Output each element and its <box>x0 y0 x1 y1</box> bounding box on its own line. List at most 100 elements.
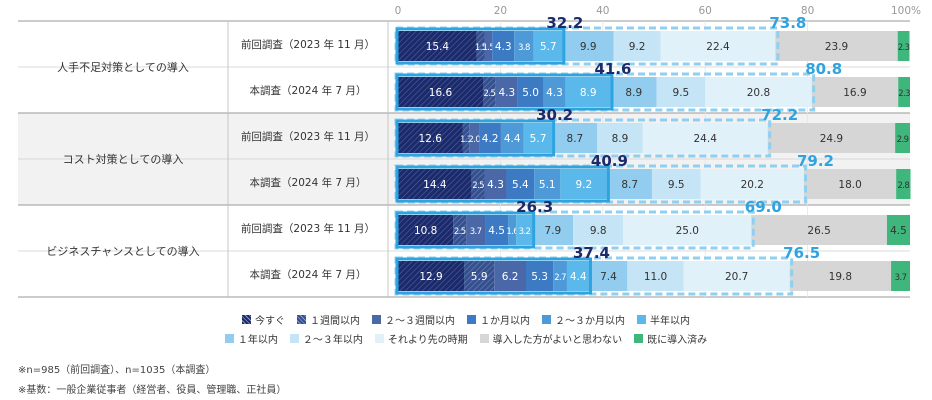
data-label: 6.2 <box>502 271 519 283</box>
bar-segment <box>464 261 495 291</box>
callouts: 32.2 73.8 41.6 80.8 30.2 72.2 40.9 79.2 26.3 69.0… <box>394 14 842 296</box>
bar-segment <box>508 215 517 245</box>
data-label: 8.7 <box>621 179 638 191</box>
group-label: コスト対策としての導入 <box>63 152 184 166</box>
data-label: 25.0 <box>676 225 699 237</box>
legend-swatch <box>374 334 384 343</box>
data-label: 5.0 <box>522 87 539 99</box>
cumulative-label-half-year: 37.4 <box>573 244 610 262</box>
legend-row-1: 今すぐ １週間以内 ２～３週間以内 １か月以内 ２～３か月以内 半年以内 <box>0 312 932 327</box>
bar-segment <box>552 123 598 153</box>
bar-segment <box>789 261 892 291</box>
row-label: 前回調査（2023 年 11 月） <box>241 222 375 235</box>
x-tick-label: 100% <box>891 5 921 17</box>
legend-label: １週間以内 <box>310 316 360 327</box>
data-label: 8.7 <box>567 133 584 145</box>
legend-label: １か月以内 <box>480 316 530 327</box>
bar-segment <box>471 169 485 199</box>
bar-segment <box>398 215 454 245</box>
bar-segment <box>482 77 496 107</box>
legend-swatch <box>297 315 306 324</box>
legend-swatch <box>242 315 251 324</box>
row-label: 前回調査（2023 年 11 月） <box>241 130 375 143</box>
legend-swatch <box>542 315 551 324</box>
bar-segment <box>398 169 472 199</box>
bar-segment <box>607 169 652 199</box>
data-label: 9.8 <box>590 225 607 237</box>
bar-segment <box>506 169 535 199</box>
bar-segment <box>804 169 897 199</box>
legend-swatch <box>479 334 489 343</box>
legend-item: それより先の時期 <box>374 331 468 346</box>
bar-segment <box>613 31 661 61</box>
bar-segment <box>627 261 684 291</box>
data-label: 4.3 <box>487 179 504 191</box>
bar-segment <box>898 77 910 107</box>
data-label: 8.9 <box>625 87 642 99</box>
bar-segment <box>462 123 470 153</box>
bar-segment <box>811 77 899 107</box>
data-label: 9.5 <box>673 87 690 99</box>
x-tick-label: 80 <box>801 5 814 17</box>
bar-segment <box>523 123 553 153</box>
data-label: 4.3 <box>495 41 512 53</box>
data-label: 5.3 <box>531 271 548 283</box>
data-label: 9.5 <box>668 179 685 191</box>
bar-segment <box>492 31 515 61</box>
legend-swatch <box>372 315 381 324</box>
row-label: 前回調査（2023 年 11 月） <box>241 38 375 51</box>
cumulative-label-all: 73.8 <box>769 14 806 32</box>
cumulative-label-all: 69.0 <box>745 198 782 216</box>
bar-segment <box>485 215 509 245</box>
x-tick-label: 0 <box>395 5 402 17</box>
bar-segment <box>705 77 812 107</box>
bar-segment <box>517 77 544 107</box>
bar-segment <box>500 123 524 153</box>
bar-segment <box>398 123 463 153</box>
bar-segment <box>683 261 790 291</box>
legend-label: 既に導入済み <box>647 335 708 346</box>
outline-cumulative-half-year <box>395 257 592 295</box>
data-label: 5.9 <box>471 271 488 283</box>
bar-segment <box>479 123 501 153</box>
data-label: 4.2 <box>482 133 499 145</box>
legend-item: ２～３年以内 <box>289 331 363 346</box>
row-label: 本調査（2024 年 7 月） <box>250 176 367 189</box>
bar-segment <box>573 215 624 245</box>
legend-label: それより先の時期 <box>387 335 468 346</box>
data-label: 3.7 <box>470 227 482 237</box>
data-label: 5.7 <box>530 133 547 145</box>
bar-segment <box>775 31 898 61</box>
legend-item: １年以内 <box>224 331 278 346</box>
cumulative-label-all: 79.2 <box>797 152 834 170</box>
data-label: 4.4 <box>570 271 587 283</box>
legend-swatch <box>224 334 234 343</box>
legend-label: 導入した方がよいと思わない <box>492 335 623 346</box>
outline-cumulative-all <box>394 256 794 296</box>
data-label: 4.4 <box>504 133 521 145</box>
data-label: 4.5 <box>890 225 907 237</box>
bar-segment <box>566 261 590 291</box>
cumulative-label-all: 72.2 <box>761 106 798 124</box>
data-label: 18.0 <box>838 179 861 191</box>
legend-item: 今すぐ <box>242 312 285 327</box>
data-label: 2.0 <box>468 135 480 145</box>
data-label: 19.8 <box>829 271 852 283</box>
data-label: 3.8 <box>518 43 530 53</box>
data-label: 2.8 <box>897 181 909 191</box>
legend-label: 半年以内 <box>650 316 690 327</box>
note-base: ※基数：一般企業従事者（経営者、役員、管理職、正社員） <box>18 385 287 396</box>
data-label: 14.4 <box>423 179 447 191</box>
bar-segment <box>484 169 507 199</box>
cumulative-label-half-year: 30.2 <box>536 106 573 124</box>
note-sample-size: ※n=985（前回調査）、n=1035（本調査） <box>18 365 216 376</box>
data-label: 1.5 <box>483 43 495 53</box>
data-label: 5.1 <box>539 179 556 191</box>
cumulative-label-half-year: 40.9 <box>591 152 628 170</box>
bar-segment <box>896 169 911 199</box>
bar-segment <box>656 77 706 107</box>
data-label: 12.6 <box>419 133 443 145</box>
bar-segment <box>589 261 628 291</box>
data-label: 20.8 <box>747 87 770 99</box>
data-label: 1.6 <box>506 227 518 237</box>
